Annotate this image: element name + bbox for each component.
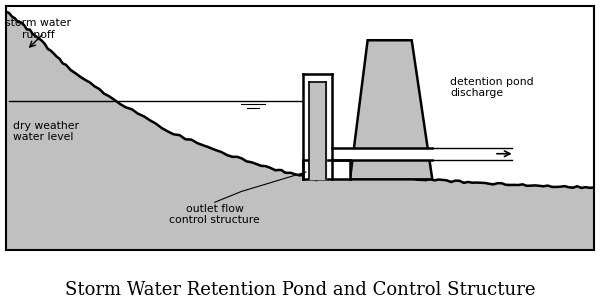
Text: Storm Water Retention Pond and Control Structure: Storm Water Retention Pond and Control S…: [65, 281, 535, 299]
Text: storm water
runoff: storm water runoff: [5, 18, 71, 40]
Polygon shape: [309, 82, 326, 179]
Text: detention pond
discharge: detention pond discharge: [450, 77, 533, 99]
Polygon shape: [432, 148, 512, 160]
Polygon shape: [332, 148, 432, 160]
Polygon shape: [303, 160, 350, 179]
Polygon shape: [303, 74, 332, 179]
Polygon shape: [350, 40, 432, 179]
Text: dry weather
water level: dry weather water level: [13, 121, 79, 142]
Polygon shape: [6, 11, 594, 250]
Text: outlet flow
control structure: outlet flow control structure: [169, 204, 260, 225]
